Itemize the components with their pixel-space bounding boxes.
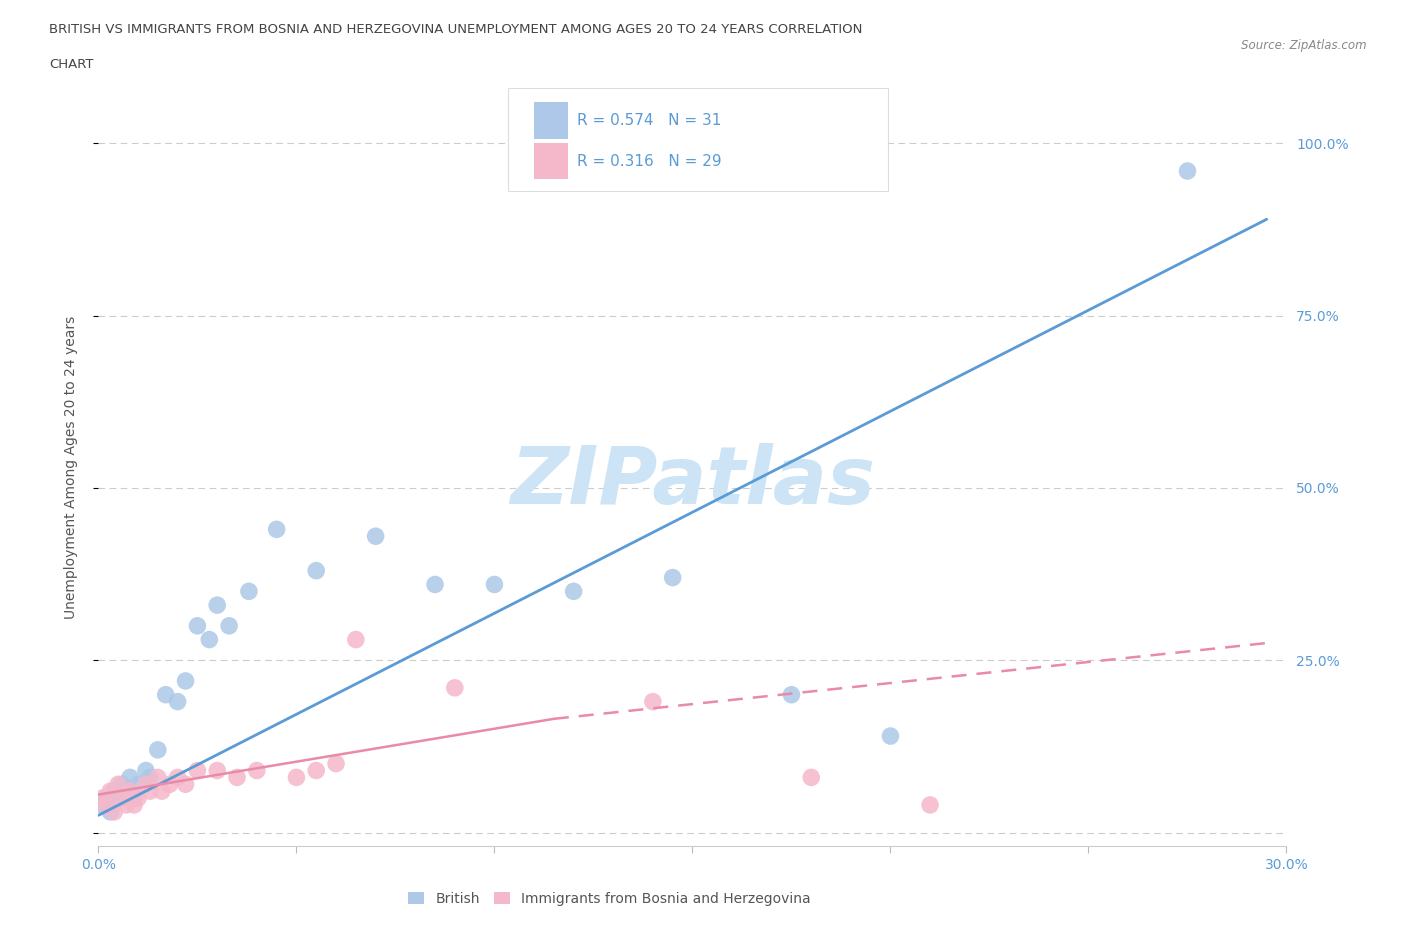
Point [115,784,138,799]
FancyBboxPatch shape [534,143,568,179]
Point [155,687,177,702]
Point [135,777,157,791]
Point [305,564,328,578]
Point [98,804,121,819]
Point [238,584,260,599]
Point [96,790,118,805]
Point [562,584,585,599]
Point [641,694,664,709]
Point [122,798,145,813]
Point [166,770,188,785]
Point [1177,164,1199,179]
Point [139,770,162,785]
Text: Source: ZipAtlas.com: Source: ZipAtlas.com [1241,39,1367,52]
Point [207,598,229,613]
Point [305,763,328,777]
Point [920,798,942,813]
Point [146,770,169,785]
Y-axis label: Unemployment Among Ages 20 to 24 years: Unemployment Among Ages 20 to 24 years [63,315,77,619]
FancyBboxPatch shape [534,102,568,139]
Point [198,632,221,647]
Point [159,777,181,791]
Point [444,681,467,696]
Point [127,790,149,805]
Point [103,784,125,799]
Point [174,673,197,688]
Point [661,570,683,585]
Point [800,770,823,785]
Point [127,777,149,791]
Point [98,784,121,799]
Text: R = 0.316   N = 29: R = 0.316 N = 29 [578,153,721,169]
Point [484,577,506,591]
Text: CHART: CHART [49,58,94,71]
Point [344,632,367,647]
Point [111,790,134,805]
Text: BRITISH VS IMMIGRANTS FROM BOSNIA AND HERZEGOVINA UNEMPLOYMENT AMONG AGES 20 TO : BRITISH VS IMMIGRANTS FROM BOSNIA AND HE… [49,23,863,36]
Point [115,798,138,813]
Point [285,770,308,785]
Point [364,529,387,544]
Point [186,618,208,633]
Point [103,804,125,819]
Point [120,784,142,799]
Point [218,618,240,633]
Point [139,784,162,799]
Point [266,522,288,537]
Point [174,777,197,791]
Text: ZIPatlas: ZIPatlas [510,444,875,522]
Point [146,742,169,757]
Point [166,694,188,709]
Legend: British, Immigrants from Bosnia and Herzegovina: British, Immigrants from Bosnia and Herz… [402,886,817,911]
Point [246,763,269,777]
Point [226,770,249,785]
Point [879,728,901,743]
Point [120,770,142,785]
Point [325,756,347,771]
FancyBboxPatch shape [509,88,889,191]
Point [96,798,118,813]
Point [107,777,129,791]
Point [107,790,129,805]
Point [111,777,134,791]
Point [122,790,145,805]
Point [91,798,114,813]
Text: R = 0.574   N = 31: R = 0.574 N = 31 [578,113,721,127]
Point [186,763,208,777]
Point [423,577,446,591]
Point [91,790,114,805]
Point [135,763,157,777]
Point [207,763,229,777]
Point [780,687,803,702]
Point [150,784,173,799]
